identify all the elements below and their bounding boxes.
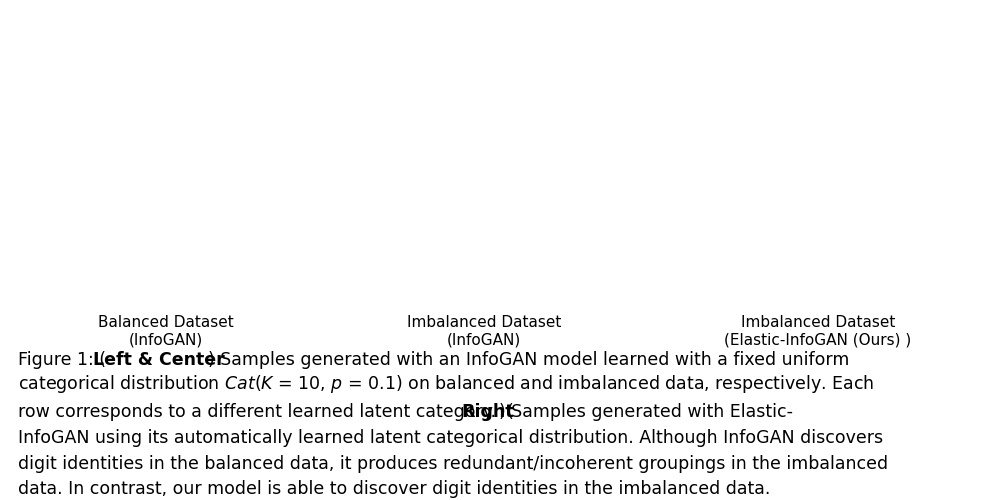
Text: 9 8 2 9 2 1 2 2 2 2: 9 8 2 9 2 1 2 2 2 2 (411, 50, 558, 65)
Text: (InfoGAN): (InfoGAN) (129, 332, 203, 347)
Text: 4 6 9 6 4 6 9 9 9 6: 4 6 9 6 4 6 9 9 9 6 (411, 108, 558, 123)
Text: 9 4 4 0 4 9 0 4 9 4: 9 4 4 0 4 9 0 4 9 4 (411, 224, 558, 239)
Text: Right: Right (461, 403, 514, 421)
Text: 5 5 5 5 5 5 5 5 5: 5 5 5 5 5 5 5 5 5 (100, 50, 232, 65)
Text: 3 3 3 3 5 3 3 3 3 3: 3 3 3 3 5 3 3 3 3 3 (411, 137, 558, 152)
Text: 3 3 3 3 8 3 3 3 3 3: 3 3 3 3 8 3 3 3 3 3 (745, 253, 892, 268)
Text: 6 9 6 4 6 9 9 6 9 6: 6 9 6 4 6 9 9 6 9 6 (411, 195, 558, 210)
Text: 7 7 7 7 7 7 7 7 7 7: 7 7 7 7 7 7 7 7 7 7 (745, 108, 892, 123)
Text: 0 0 0 0 0 0 0 0 0 0: 0 0 0 0 0 0 0 0 0 0 (92, 108, 240, 123)
Text: 0 0 0 0 0 0 0 0 0 0: 0 0 0 0 0 0 0 0 0 0 (745, 79, 892, 94)
Text: ) Samples generated with Elastic-: ) Samples generated with Elastic- (499, 403, 793, 421)
Text: 4 4 4 4 4 4 4 4 4 4: 4 4 4 4 4 4 4 4 4 4 (745, 282, 892, 297)
Text: digit identities in the balanced data, it produces redundant/incoherent grouping: digit identities in the balanced data, i… (18, 455, 888, 473)
Text: 5 8 5 5 5 5 5 5 5 8: 5 8 5 5 5 5 5 5 5 8 (411, 79, 558, 94)
Text: 8 8 8 8 8 8 8 B 8 8: 8 8 8 8 8 8 8 B 8 8 (91, 137, 241, 152)
Text: categorical distribution $\mathit{Cat}$($K$ = 10, $p$ = 0.1) on balanced and imb: categorical distribution $\mathit{Cat}$(… (18, 373, 875, 395)
Text: (Elastic-InfoGAN (Ours) ): (Elastic-InfoGAN (Ours) ) (725, 332, 911, 347)
Text: 2 2 2 2 2 1 2 2 2 2: 2 2 2 2 2 1 2 2 2 2 (92, 253, 240, 268)
Text: row corresponds to a different learned latent category.  (: row corresponds to a different learned l… (18, 403, 514, 421)
Text: 1 2 1 1 1 1 2 1 2 1: 1 2 1 1 1 1 2 1 2 1 (411, 282, 558, 297)
Text: 9 9 9 9 9 9 9 9 9 9: 9 9 9 9 9 9 9 9 9 9 (745, 166, 892, 181)
Text: Left & Center: Left & Center (93, 351, 226, 369)
Text: 5 5 6 5 5 5 5 5 5 5: 5 5 6 5 5 5 5 5 5 5 (745, 137, 892, 152)
Text: 6 6 6 6 6 6 6 6 6 6: 6 6 6 6 6 6 6 6 6 6 (745, 195, 892, 210)
Text: 7 7 7 7 7 1 7 7 7 7: 7 7 7 7 7 1 7 7 7 7 (92, 79, 240, 94)
Text: 2 2 2 2 2 2 2 2 2 2: 2 2 2 2 2 2 2 2 2 2 (745, 224, 892, 239)
Text: (InfoGAN): (InfoGAN) (447, 332, 521, 347)
Text: ) Samples generated with an InfoGAN model learned with a fixed uniform: ) Samples generated with an InfoGAN mode… (208, 351, 849, 369)
Text: Figure 1: (: Figure 1: ( (18, 351, 106, 369)
Text: InfoGAN using its automatically learned latent categorical distribution. Althoug: InfoGAN using its automatically learned … (18, 429, 883, 447)
Text: Imbalanced Dataset: Imbalanced Dataset (407, 315, 562, 330)
Text: 7 1 7 1 + 7 7 7 7 7: 7 1 7 1 + 7 7 7 7 7 (410, 166, 559, 181)
Text: 8 8 8 8 8 8 8 8 8 8: 8 8 8 8 8 8 8 8 8 8 (745, 50, 892, 65)
Text: 4 9 4 4 4 4 4 4 4: 4 9 4 4 4 4 4 4 4 (100, 21, 232, 36)
Text: 5 5 5 5 5 5 5 5 5 5: 5 5 5 5 5 5 5 5 5 5 (411, 253, 558, 268)
Text: data. In contrast, our model is able to discover digit identities in the imbalan: data. In contrast, our model is able to … (18, 480, 770, 498)
Text: 6 b 6 6 6 6 6 6 6 6: 6 b 6 6 6 6 6 6 6 6 (92, 224, 240, 239)
Text: 9 9 9 9 9 9 9 9 9 9: 9 9 9 9 9 9 9 9 9 9 (92, 166, 240, 181)
Text: 3 3 3 3 3 3 3 3 3 3: 3 3 3 3 3 3 3 3 3 3 (92, 282, 240, 297)
Text: 1 1 1 1 1 1 1 1 1 1: 1 1 1 1 1 1 1 1 1 1 (745, 21, 892, 36)
Text: Balanced Dataset: Balanced Dataset (98, 315, 234, 330)
Text: 3 7 7 9 3 7 7 3 3 7: 3 7 7 9 3 7 7 3 3 7 (411, 21, 558, 36)
Text: Imbalanced Dataset: Imbalanced Dataset (741, 315, 896, 330)
Text: / / | | / / | | / /: / / | | / / | | / / (116, 194, 216, 210)
